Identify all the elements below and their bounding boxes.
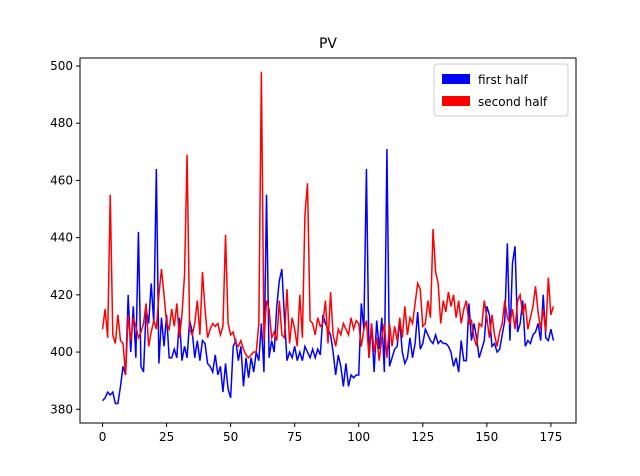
line-series bbox=[101, 71, 555, 376]
x-tick-label: 75 bbox=[287, 430, 302, 444]
x-tick-label: 100 bbox=[347, 430, 370, 444]
legend-swatch bbox=[442, 96, 470, 106]
y-tick-label: 500 bbox=[50, 59, 73, 73]
x-tick-label: 0 bbox=[99, 430, 107, 444]
legend-swatch bbox=[442, 74, 470, 84]
plot-frame bbox=[79, 57, 577, 424]
x-tick-label: 175 bbox=[539, 430, 562, 444]
y-tick-label: 480 bbox=[50, 116, 73, 130]
x-tick-label: 25 bbox=[159, 430, 174, 444]
legend-label: first half bbox=[478, 73, 529, 87]
y-tick-label: 380 bbox=[50, 402, 73, 416]
chart-title: PV bbox=[319, 36, 337, 52]
x-tick-label: 150 bbox=[475, 430, 498, 444]
y-tick-label: 420 bbox=[50, 288, 73, 302]
x-tick-label: 125 bbox=[411, 430, 434, 444]
x-tick-label: 50 bbox=[223, 430, 238, 444]
legend-label: second half bbox=[478, 95, 548, 109]
y-tick-label: 400 bbox=[50, 345, 73, 359]
y-tick-label: 460 bbox=[50, 173, 73, 187]
y-tick-label: 440 bbox=[50, 231, 73, 245]
